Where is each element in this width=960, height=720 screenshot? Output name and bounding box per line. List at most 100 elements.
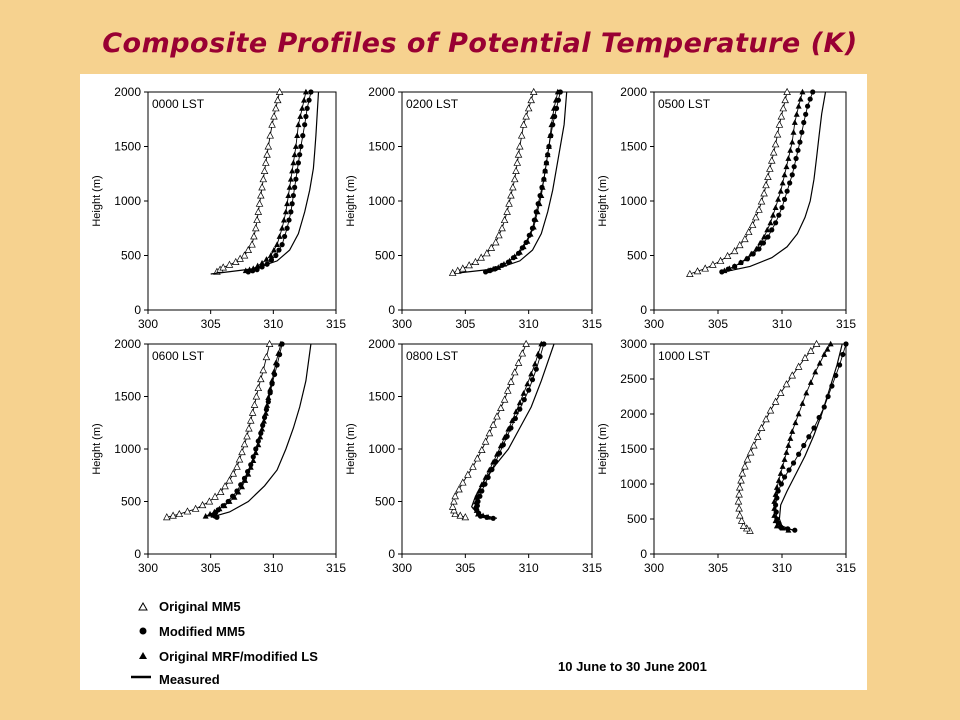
- data-point: [485, 429, 494, 437]
- data-point: [263, 150, 271, 158]
- data-point: [501, 434, 508, 440]
- data-point: [781, 456, 788, 462]
- data-point: [812, 368, 819, 375]
- data-point: [198, 501, 207, 509]
- data-point: [506, 257, 513, 264]
- x-tick-label: 300: [138, 561, 158, 575]
- data-point: [792, 527, 798, 533]
- x-tick-label: 310: [772, 561, 792, 575]
- x-tick-label: 305: [455, 561, 475, 575]
- data-point: [497, 442, 504, 449]
- data-point: [773, 220, 779, 226]
- data-point: [258, 183, 266, 191]
- series-line: [471, 343, 555, 519]
- data-point: [233, 462, 241, 470]
- data-point: [773, 522, 780, 529]
- data-point: [288, 209, 294, 215]
- data-point: [248, 240, 256, 248]
- data-point: [289, 167, 296, 174]
- data-point: [522, 112, 530, 120]
- series-line: [205, 343, 282, 517]
- data-point: [786, 467, 792, 473]
- data-point: [532, 360, 538, 367]
- data-point: [498, 224, 506, 232]
- data-point: [465, 261, 473, 269]
- data-point: [294, 168, 300, 174]
- data-point: [509, 183, 517, 191]
- data-point: [784, 188, 790, 194]
- data-point: [776, 388, 785, 396]
- data-point: [483, 249, 491, 257]
- y-tick-label: 0: [134, 547, 141, 561]
- data-point: [254, 207, 263, 215]
- data-point: [821, 351, 828, 357]
- data-point: [735, 241, 744, 249]
- y-tick-label: 0: [640, 303, 647, 317]
- data-point: [459, 478, 467, 486]
- data-point: [837, 362, 843, 368]
- data-point: [533, 366, 539, 372]
- data-point: [243, 432, 251, 440]
- data-point: [511, 253, 518, 259]
- y-tick-label: 2000: [114, 337, 141, 351]
- data-point: [539, 184, 546, 190]
- data-point: [516, 249, 523, 255]
- data-point: [450, 506, 458, 514]
- data-point: [505, 199, 513, 207]
- data-point: [302, 122, 308, 128]
- data-point: [757, 423, 766, 431]
- data-point: [526, 387, 532, 393]
- data-point: [252, 392, 261, 400]
- data-point: [726, 265, 733, 271]
- data-point: [292, 184, 298, 190]
- data-point: [169, 511, 177, 519]
- x-tick-label: 315: [326, 561, 346, 575]
- data-point: [519, 120, 528, 128]
- data-point: [226, 498, 233, 504]
- data-point: [554, 88, 561, 95]
- data-point: [268, 257, 275, 263]
- data-point: [163, 513, 171, 521]
- data-point: [207, 510, 214, 517]
- data-point: [795, 147, 801, 153]
- profile-chart: 300 305 310 315 0 500 1000 1500 2000 Height (m) 06…: [91, 337, 346, 575]
- data-point: [734, 497, 743, 505]
- open-triangle-marker-icon: [138, 601, 148, 611]
- series-line: [458, 91, 568, 274]
- data-point: [787, 435, 794, 441]
- data-point: [490, 458, 497, 465]
- data-point: [225, 260, 234, 268]
- data-point: [787, 147, 794, 153]
- data-point: [272, 359, 279, 366]
- y-tick-label: 2000: [114, 85, 141, 99]
- legend-item-original-mrf: Original MRF/modified LS: [139, 649, 318, 664]
- data-point: [737, 259, 744, 265]
- data-point: [524, 104, 533, 112]
- series-line: [210, 91, 320, 275]
- data-point: [295, 160, 301, 166]
- data-point: [516, 399, 523, 406]
- data-point: [297, 152, 303, 158]
- data-point: [791, 119, 798, 125]
- data-point: [544, 151, 551, 158]
- data-point: [793, 155, 799, 162]
- data-point: [542, 167, 549, 174]
- data-point: [755, 205, 763, 213]
- x-tick-label: 305: [708, 561, 728, 575]
- data-point: [810, 89, 816, 95]
- data-point: [764, 172, 772, 180]
- x-tick-label: 300: [138, 317, 158, 331]
- data-point: [514, 150, 523, 158]
- data-point: [777, 187, 784, 194]
- data-point: [267, 252, 274, 258]
- y-tick-label: 2000: [620, 407, 647, 421]
- data-point: [529, 377, 536, 383]
- data-point: [757, 239, 764, 246]
- x-tick-label: 305: [201, 317, 221, 331]
- y-tick-label: 1500: [620, 140, 647, 154]
- data-point: [503, 207, 511, 215]
- data-point: [799, 400, 806, 406]
- legend: Original MM5 Modified MM5 Original MRF/m…: [131, 599, 318, 687]
- y-tick-label: 0: [388, 303, 395, 317]
- data-point: [771, 505, 778, 511]
